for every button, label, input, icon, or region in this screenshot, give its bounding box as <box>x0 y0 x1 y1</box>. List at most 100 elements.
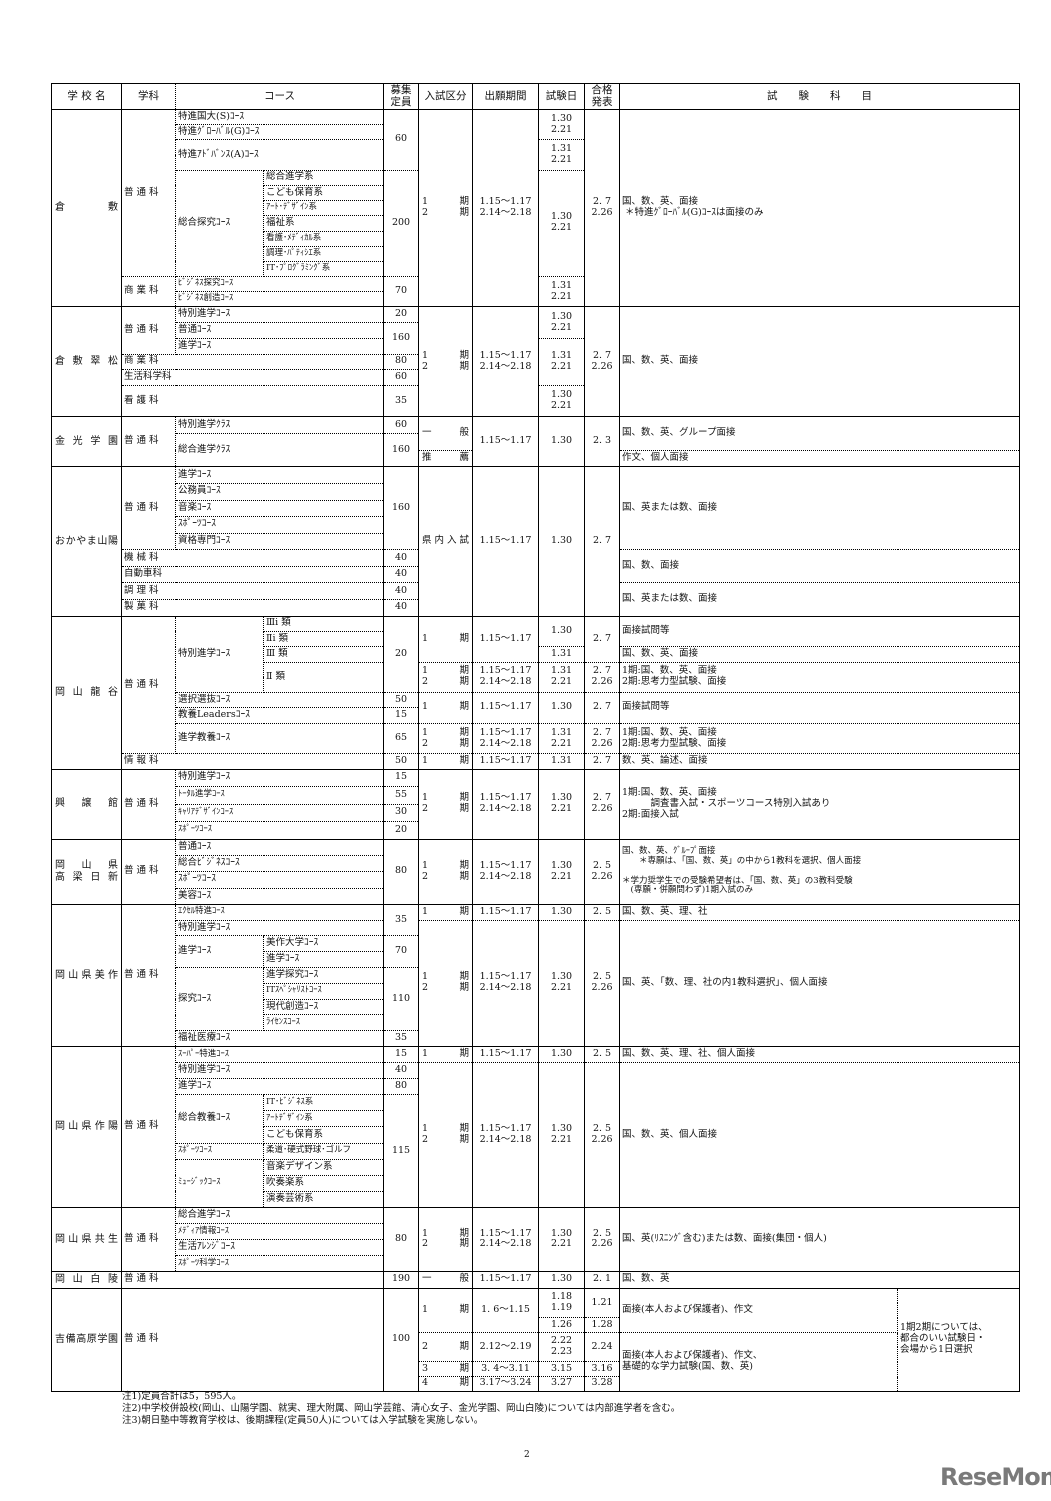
application-period: 1.15～1.17 <box>472 615 540 663</box>
application-period: 3. 4～3.11 <box>472 1361 540 1378</box>
exam-date: 1.30 2.21 <box>538 384 586 418</box>
sub-course: こども保育系 <box>262 1126 385 1144</box>
capacity: 15 <box>383 1045 420 1064</box>
result-date: 1.21 <box>584 1287 621 1319</box>
application-period: 1.15～1.17 <box>472 416 540 468</box>
school-block: 岡山県美作 普 通 科 ｴｸｾﾙ特進ｺｰｽ 35 1 期 1.15～1.17 1… <box>51 903 1021 1047</box>
application-period: 1.15～1.17 2.14～2.18 <box>472 768 540 840</box>
capacity: 115 <box>383 1094 420 1208</box>
course: 探究ｺｰｽ <box>175 966 264 1032</box>
course: 進学教養ｺｰｽ <box>174 722 385 755</box>
sub-course: ITｽﾍﾟｼｬﾘｽﾄｺｰｽ <box>262 982 385 1000</box>
school-block: 吉備高原学園 普 通 科 100 1 期 1. 6～1.15 1.18 1.19… <box>51 1287 1021 1392</box>
sub-course: 現代創造ｺｰｽ <box>262 998 385 1016</box>
footnote: 注2)中学校併設校(岡山、山陽学園、就実、理大附属、岡山学芸館、清心女子、金光学… <box>122 1403 681 1414</box>
department: 普 通 科 <box>121 903 176 1047</box>
header-period: 出願期間 <box>472 83 540 110</box>
capacity: 100 <box>383 1287 420 1392</box>
capacity: 80 <box>383 1206 420 1272</box>
result-date: 2. 1 <box>584 1270 621 1289</box>
subjects: 面接試問等 <box>619 615 1021 648</box>
result-date: 2. 5 2.26 <box>584 838 621 905</box>
application-period: 2.12～2.19 <box>472 1331 540 1363</box>
exam-type: 1 期 <box>418 615 474 663</box>
sub-course: 吹奏楽系 <box>262 1174 385 1192</box>
department: 普 通 科 <box>121 768 176 840</box>
exam-type: 2 期 <box>418 1331 474 1363</box>
text-line: 推 薦 <box>422 452 470 463</box>
exam-date: 1.30 <box>538 416 586 468</box>
exam-date: 1.30 2.21 <box>538 919 586 1047</box>
sub-course: Ⅲ 類 <box>262 646 385 663</box>
exam-date: 1.30 <box>538 615 586 648</box>
exam-date: 1.30 <box>538 692 586 724</box>
result-date: 2. 5 <box>584 903 621 921</box>
text-line: 2 期 <box>422 737 470 749</box>
exam-type: 県内入試 <box>418 466 474 617</box>
text-line: 1 期 <box>422 726 470 738</box>
text-line: 岡山県 <box>55 860 118 872</box>
exam-date: 1.31 2.21 <box>538 337 586 386</box>
result-date: 2. 5 <box>584 1045 621 1064</box>
exam-type: 1 期 <box>418 903 474 921</box>
exam-date: 1.30 <box>538 466 586 617</box>
department: 商 業 科 <box>120 353 385 371</box>
sub-course: 福祉系 <box>262 215 385 232</box>
course: 総合進学ｸﾗｽ <box>174 432 385 468</box>
application-period: 1.15～1.17 2.14～2.18 <box>472 1206 540 1272</box>
result-date: 1.28 <box>584 1317 621 1333</box>
application-period: 1.15～1.17 2.14～2.18 <box>472 108 540 308</box>
text-line: 3 期 <box>422 1362 470 1374</box>
course: ｽﾎﾟｰﾂｺｰｽ <box>174 871 385 889</box>
exam-date: 1.30 2.21 <box>538 108 586 141</box>
text-line: 2 期 <box>422 870 470 882</box>
result-date: 2. 5 2.26 <box>584 919 621 1047</box>
capacity: 35 <box>383 1030 420 1047</box>
department: 自動車科 <box>120 565 385 584</box>
department: 機 械 科 <box>120 549 385 567</box>
course: ｽﾎﾟｰﾂｺｰｽ <box>175 1142 264 1160</box>
text-line: 1 期 <box>422 349 470 361</box>
sub-course: 進学ｺｰｽ <box>262 951 385 968</box>
school-block: 金光学園 普 通 科 特別進学ｸﾗｽ 60 一 般 1.15～1.17 1.30… <box>51 416 1021 468</box>
capacity: 110 <box>383 966 420 1032</box>
exam-date: 3.15 <box>538 1361 586 1378</box>
exam-type: 一 般 <box>418 416 474 451</box>
sub-course: 柔道･硬式野球･ゴルフ <box>262 1142 385 1160</box>
exam-date: 1.30 2.21 <box>538 1062 586 1208</box>
exam-date: 1.31 <box>538 646 586 663</box>
text-line: 岡山白陵 <box>55 1274 118 1286</box>
subjects: 1期:国、数、英、面接 2期:思考力型試験、面接 <box>619 722 1021 755</box>
subjects: 数、英、論述、面接 <box>619 753 1021 770</box>
capacity: 40 <box>383 599 420 617</box>
sub-course: ﾗｲｾﾝｽｺｰｽ <box>262 1014 385 1032</box>
capacity: 200 <box>383 169 420 278</box>
exam-date: 1.31 2.21 <box>538 276 586 308</box>
subjects: 国、数、英、面接 <box>619 646 1021 663</box>
application-period: 1.15～1.17 2.14～2.18 <box>472 722 540 755</box>
capacity: 160 <box>383 432 420 468</box>
text-line: 1 期 <box>422 701 470 713</box>
text-line: 県内入試 <box>422 535 470 547</box>
capacity: 160 <box>383 466 420 551</box>
footnote: 注1)定員合計は5，595人。 <box>122 1391 242 1402</box>
capacity: 35 <box>383 384 420 418</box>
application-period: 1.15～1.17 <box>472 1045 540 1064</box>
subjects: 面接(本人および保護者)、作文 <box>619 1287 899 1333</box>
subjects: 1期:国、数、英、面接 2期:思考力型試験、面接 <box>619 661 1021 694</box>
sub-course: IT･ﾌﾟﾛｸﾞﾗﾐﾝｸﾞ系 <box>262 260 385 278</box>
course: 特別進学ｺｰｽ <box>174 919 385 937</box>
department: 普 通 科 <box>121 466 176 551</box>
application-period: 1.15～1.17 2.14～2.18 <box>472 661 540 694</box>
school-block: 岡山白陵 普 通 科 190 一 般 1.15～1.17 1.30 2. 1 国… <box>51 1270 1021 1289</box>
text-line: 2 期 <box>422 1340 470 1352</box>
course: ｽﾎﾟｰﾂ科学ｺｰｽ <box>174 1254 385 1272</box>
result-date: 2.24 <box>584 1331 621 1363</box>
school-name: 吉備高原学園 <box>51 1287 122 1392</box>
sub-course: こども保育系 <box>262 184 385 202</box>
course: ﾋﾞｼﾞﾈｽ探究ｺｰｽ <box>174 276 385 293</box>
capacity: 40 <box>383 565 420 584</box>
